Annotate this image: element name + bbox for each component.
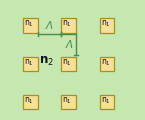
- Text: n$_1$: n$_1$: [62, 19, 72, 29]
- Text: n$_1$: n$_1$: [62, 57, 72, 68]
- Text: n$_1$: n$_1$: [100, 95, 110, 106]
- Text: Λ: Λ: [66, 40, 73, 50]
- Text: n$_1$: n$_1$: [100, 57, 110, 68]
- Text: n$_1$: n$_1$: [24, 19, 34, 29]
- Text: n$_1$: n$_1$: [62, 95, 72, 106]
- FancyBboxPatch shape: [100, 18, 114, 33]
- Text: n$_2$: n$_2$: [39, 55, 54, 69]
- FancyBboxPatch shape: [23, 95, 38, 109]
- FancyBboxPatch shape: [23, 18, 38, 33]
- FancyBboxPatch shape: [61, 95, 76, 109]
- FancyBboxPatch shape: [61, 18, 76, 33]
- FancyBboxPatch shape: [100, 57, 114, 71]
- FancyBboxPatch shape: [23, 57, 38, 71]
- FancyBboxPatch shape: [61, 57, 76, 71]
- Text: n$_1$: n$_1$: [24, 95, 34, 106]
- FancyBboxPatch shape: [100, 95, 114, 109]
- Text: n$_1$: n$_1$: [100, 19, 110, 29]
- Text: Λ: Λ: [46, 21, 53, 31]
- Text: n$_1$: n$_1$: [24, 57, 34, 68]
